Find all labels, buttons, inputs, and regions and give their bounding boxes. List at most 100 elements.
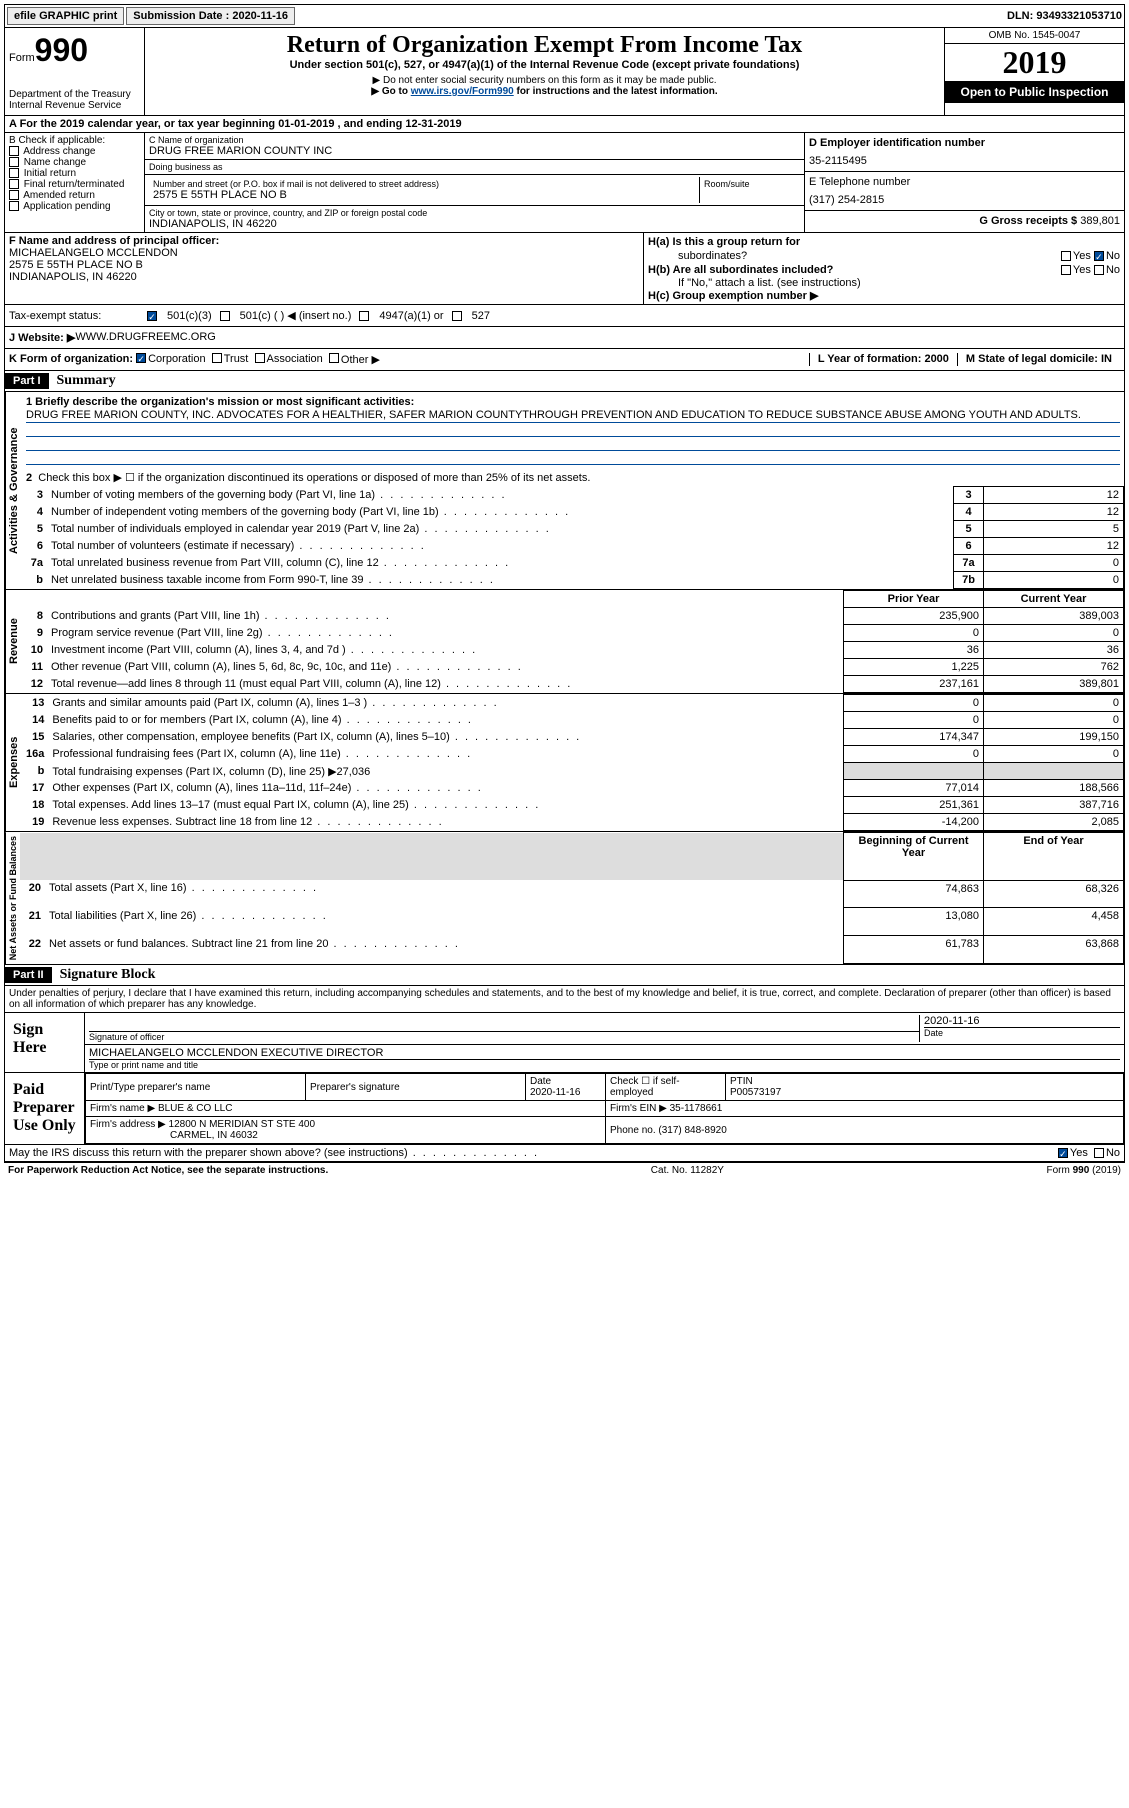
line-num: 17 [22, 780, 48, 797]
beg-value: 61,783 [844, 936, 984, 964]
current-value: 0 [984, 695, 1124, 712]
checkbox-initial-return[interactable] [9, 168, 19, 178]
prep-phone: (317) 848-8920 [658, 1125, 726, 1136]
line-num: 14 [22, 712, 48, 729]
box-num: 5 [954, 521, 984, 538]
prior-value: -14,200 [844, 814, 984, 831]
line-num: 20 [20, 880, 45, 908]
netassets-section: Net Assets or Fund Balances Beginning of… [4, 832, 1125, 965]
dept-treasury: Department of the Treasury [9, 89, 140, 100]
discuss-yes-checkbox[interactable] [1058, 1148, 1068, 1158]
527-checkbox[interactable] [452, 311, 462, 321]
revenue-label: Revenue [5, 590, 22, 693]
line-text: Net assets or fund balances. Subtract li… [45, 936, 844, 964]
governance-section: Activities & Governance 1 Briefly descri… [4, 392, 1125, 590]
room-label: Room/suite [704, 179, 796, 189]
form-prefix: Form [9, 52, 35, 64]
line-text: Total unrelated business revenue from Pa… [47, 555, 954, 572]
checkbox-name-change[interactable] [9, 157, 19, 167]
checkbox-amended-return[interactable] [9, 190, 19, 200]
501c3-checkbox[interactable] [147, 311, 157, 321]
line-text: Program service revenue (Part VIII, line… [47, 625, 844, 642]
opt-527: 527 [472, 310, 490, 322]
section-bcd: B Check if applicable: Address change Na… [4, 133, 1125, 233]
discuss-no-checkbox[interactable] [1094, 1148, 1104, 1158]
line-num: 13 [22, 695, 48, 712]
prior-value: 36 [844, 642, 984, 659]
line-text: Grants and similar amounts paid (Part IX… [48, 695, 843, 712]
section-fh: F Name and address of principal officer:… [4, 233, 1125, 305]
row-a-period: A For the 2019 calendar year, or tax yea… [4, 116, 1125, 133]
hb-yes-checkbox[interactable] [1061, 265, 1071, 275]
trust-checkbox[interactable] [212, 353, 222, 363]
assoc-checkbox[interactable] [255, 353, 265, 363]
line-num: 16a [22, 746, 48, 763]
current-value: 0 [984, 746, 1124, 763]
hb-no-checkbox[interactable] [1094, 265, 1104, 275]
prep-date: 2020-11-16 [530, 1087, 580, 1098]
top-bar: efile GRAPHIC print Submission Date : 20… [4, 4, 1125, 28]
year-formation: L Year of formation: 2000 [809, 353, 957, 366]
hb-note: If "No," attach a list. (see instruction… [648, 277, 1120, 289]
ha-yes-checkbox[interactable] [1061, 251, 1071, 261]
q1-label: 1 Briefly describe the organization's mi… [26, 396, 1120, 408]
checkbox-address-change[interactable] [9, 146, 19, 156]
other-checkbox[interactable] [329, 353, 339, 363]
prior-value: 237,161 [844, 676, 984, 693]
box-num: 6 [954, 538, 984, 555]
gross-value: 389,801 [1080, 215, 1120, 227]
governance-label: Activities & Governance [5, 392, 22, 589]
line-num: 7a [22, 555, 47, 572]
line-value: 12 [984, 538, 1124, 555]
line-value: 12 [984, 504, 1124, 521]
ha-no-checkbox[interactable] [1094, 251, 1104, 261]
firm-addr1: 12800 N MERIDIAN ST STE 400 [169, 1119, 316, 1130]
firm-name: BLUE & CO LLC [158, 1103, 232, 1114]
paid-prep-label: Paid Preparer Use Only [5, 1073, 85, 1144]
line-text: Total number of individuals employed in … [47, 521, 954, 538]
box-num: 7a [954, 555, 984, 572]
tax-exempt-label: Tax-exempt status: [9, 310, 139, 322]
line-text: Other revenue (Part VIII, column (A), li… [47, 659, 844, 676]
prior-value: 235,900 [844, 608, 984, 625]
org-name: DRUG FREE MARION COUNTY INC [149, 145, 800, 157]
line-num: 6 [22, 538, 47, 555]
line-num: 22 [20, 936, 45, 964]
firm-addr-label: Firm's address ▶ [90, 1119, 169, 1130]
4947-checkbox[interactable] [359, 311, 369, 321]
sig-officer-label: Signature of officer [89, 1031, 919, 1042]
q2-text: 2 Check this box ▶ ☐ if the organization… [22, 469, 1124, 486]
line-num: 11 [22, 659, 47, 676]
opt-other: Other ▶ [341, 353, 380, 366]
beg-value: 74,863 [844, 880, 984, 908]
efile-button[interactable]: efile GRAPHIC print [7, 7, 124, 25]
line-text: Net unrelated business taxable income fr… [47, 572, 954, 589]
line-text: Total fundraising expenses (Part IX, col… [48, 763, 843, 780]
checkbox-final-return-terminated[interactable] [9, 179, 19, 189]
corp-checkbox[interactable] [136, 353, 146, 363]
prior-value: 174,347 [844, 729, 984, 746]
current-value: 199,150 [984, 729, 1124, 746]
line-text: Salaries, other compensation, employee b… [48, 729, 843, 746]
irs-link[interactable]: www.irs.gov/Form990 [411, 86, 514, 97]
phone-value: (317) 254-2815 [809, 194, 1120, 206]
current-value [984, 763, 1124, 780]
opt-corp: Corporation [148, 353, 205, 366]
line-num: 10 [22, 642, 47, 659]
city-value: INDIANAPOLIS, IN 46220 [149, 218, 800, 230]
current-value: 387,716 [984, 797, 1124, 814]
501c-checkbox[interactable] [220, 311, 230, 321]
paid-preparer-section: Paid Preparer Use Only Print/Type prepar… [4, 1073, 1125, 1145]
checkbox-application-pending[interactable] [9, 201, 19, 211]
officer-addr2: INDIANAPOLIS, IN 46220 [9, 271, 639, 283]
website-label: J Website: ▶ [9, 331, 75, 344]
form-header: Form990 Department of the Treasury Inter… [4, 28, 1125, 116]
line-num: 8 [22, 608, 47, 625]
submission-date-button[interactable]: Submission Date : 2020-11-16 [126, 7, 295, 25]
prior-value: 0 [844, 712, 984, 729]
state-domicile: M State of legal domicile: IN [957, 353, 1120, 366]
prior-value: 77,014 [844, 780, 984, 797]
box-num: 3 [954, 487, 984, 504]
note-ssn: ▶ Do not enter social security numbers o… [149, 75, 940, 86]
officer-printed-name: MICHAELANGELO MCCLENDON EXECUTIVE DIRECT… [89, 1047, 1120, 1059]
